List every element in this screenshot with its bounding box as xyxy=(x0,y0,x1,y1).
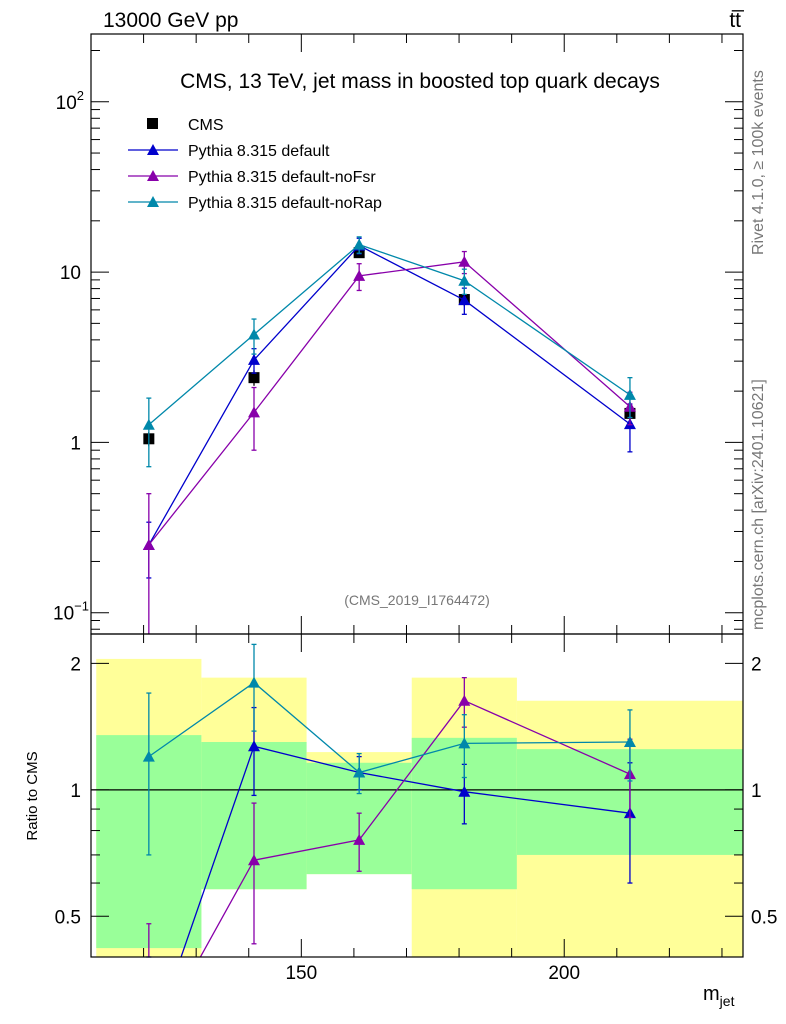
ratio-norap-point-3 xyxy=(458,737,471,749)
main-nofsr-point-2 xyxy=(353,269,366,281)
main-ytick-label-3: 10−1 xyxy=(53,599,89,625)
ratio-ytick-label-left-1: 1 xyxy=(70,781,81,802)
legend-marker-default xyxy=(147,144,159,155)
ratio-norap-point-0 xyxy=(142,750,155,762)
legend-marker-norap xyxy=(147,196,159,207)
main-ytick-label-1: 10 xyxy=(60,263,81,284)
xtick-label-1: 200 xyxy=(548,963,580,984)
main-ytick-sup-3: −1 xyxy=(74,599,89,614)
ratio-nofsr-point-3 xyxy=(458,694,471,706)
ratio-default-point-1 xyxy=(248,740,260,752)
watermark: (CMS_2019_I1764472) xyxy=(344,592,490,608)
ratio-ytick-label-right-0: 2 xyxy=(751,654,762,675)
legend: CMS Pythia 8.315 default Pythia 8.315 de… xyxy=(128,117,382,212)
main-norap-point-3 xyxy=(458,274,471,286)
mcplots-label: mcplots.cern.ch [arXiv:2401.10621] xyxy=(750,379,767,630)
header-right: tt̅ xyxy=(729,9,745,32)
chart-title: CMS, 13 TeV, jet mass in boosted top qua… xyxy=(180,70,660,93)
legend-label-nofsr: Pythia 8.315 default-noFsr xyxy=(188,169,376,186)
axes: 102 10 1 10−1 2 2 1 1 0.5 0.5 150 200 xyxy=(53,33,777,984)
x-axis-label: mjet xyxy=(703,983,735,1009)
ratio-ytick-label-left-2: 0.5 xyxy=(55,907,81,928)
ratio-default-point-3 xyxy=(458,785,471,797)
ratio-ytick-label-right-1: 1 xyxy=(751,781,762,802)
ratio-frame xyxy=(90,633,744,958)
ratio-nofsr-point-2 xyxy=(353,833,366,845)
main-nofsr-point-1 xyxy=(248,406,260,418)
main-norap-point-0 xyxy=(142,418,155,430)
main-nofsr-line xyxy=(148,261,631,546)
header-left: 13000 GeV pp xyxy=(103,9,238,32)
main-ytick-sup-0: 2 xyxy=(77,88,84,103)
legend-label-norap: Pythia 8.315 default-noRap xyxy=(188,195,382,212)
main-default-point-3 xyxy=(458,294,471,306)
main-nofsr-point-0 xyxy=(142,538,155,550)
ratio-norap-point-1 xyxy=(248,676,260,688)
main-default-line xyxy=(148,244,631,546)
cms-point-1 xyxy=(248,372,260,384)
main-norap-point-2 xyxy=(353,238,366,250)
main-ytick-label-2: 1 xyxy=(70,433,81,454)
legend-marker-cms xyxy=(147,118,158,129)
ratio-ytick-label-right-2: 0.5 xyxy=(751,907,777,928)
main-series xyxy=(142,236,636,634)
legend-label-default: Pythia 8.315 default xyxy=(188,143,330,160)
main-default-point-1 xyxy=(248,353,260,365)
legend-label-cms: CMS xyxy=(188,117,224,134)
ratio-nofsr-point-1 xyxy=(248,854,260,866)
ratio-norap-point-2 xyxy=(353,766,366,778)
main-ytick-label-0: 102 xyxy=(56,88,84,114)
ratio-ytick-label-left-0: 2 xyxy=(70,654,81,675)
ratio-axis-label: Ratio to CMS xyxy=(24,751,41,840)
ratio-bands xyxy=(91,658,743,957)
main-nofsr-point-3 xyxy=(458,255,471,267)
main-norap-point-1 xyxy=(248,328,260,340)
ratio-norap-point-4 xyxy=(623,735,636,747)
legend-marker-nofsr xyxy=(147,170,159,181)
main-norap-point-4 xyxy=(623,388,636,400)
ratio-series xyxy=(142,643,636,958)
xtick-label-0: 150 xyxy=(285,963,317,984)
rivet-label: Rivet 4.1.0, ≥ 100k events xyxy=(750,70,767,255)
